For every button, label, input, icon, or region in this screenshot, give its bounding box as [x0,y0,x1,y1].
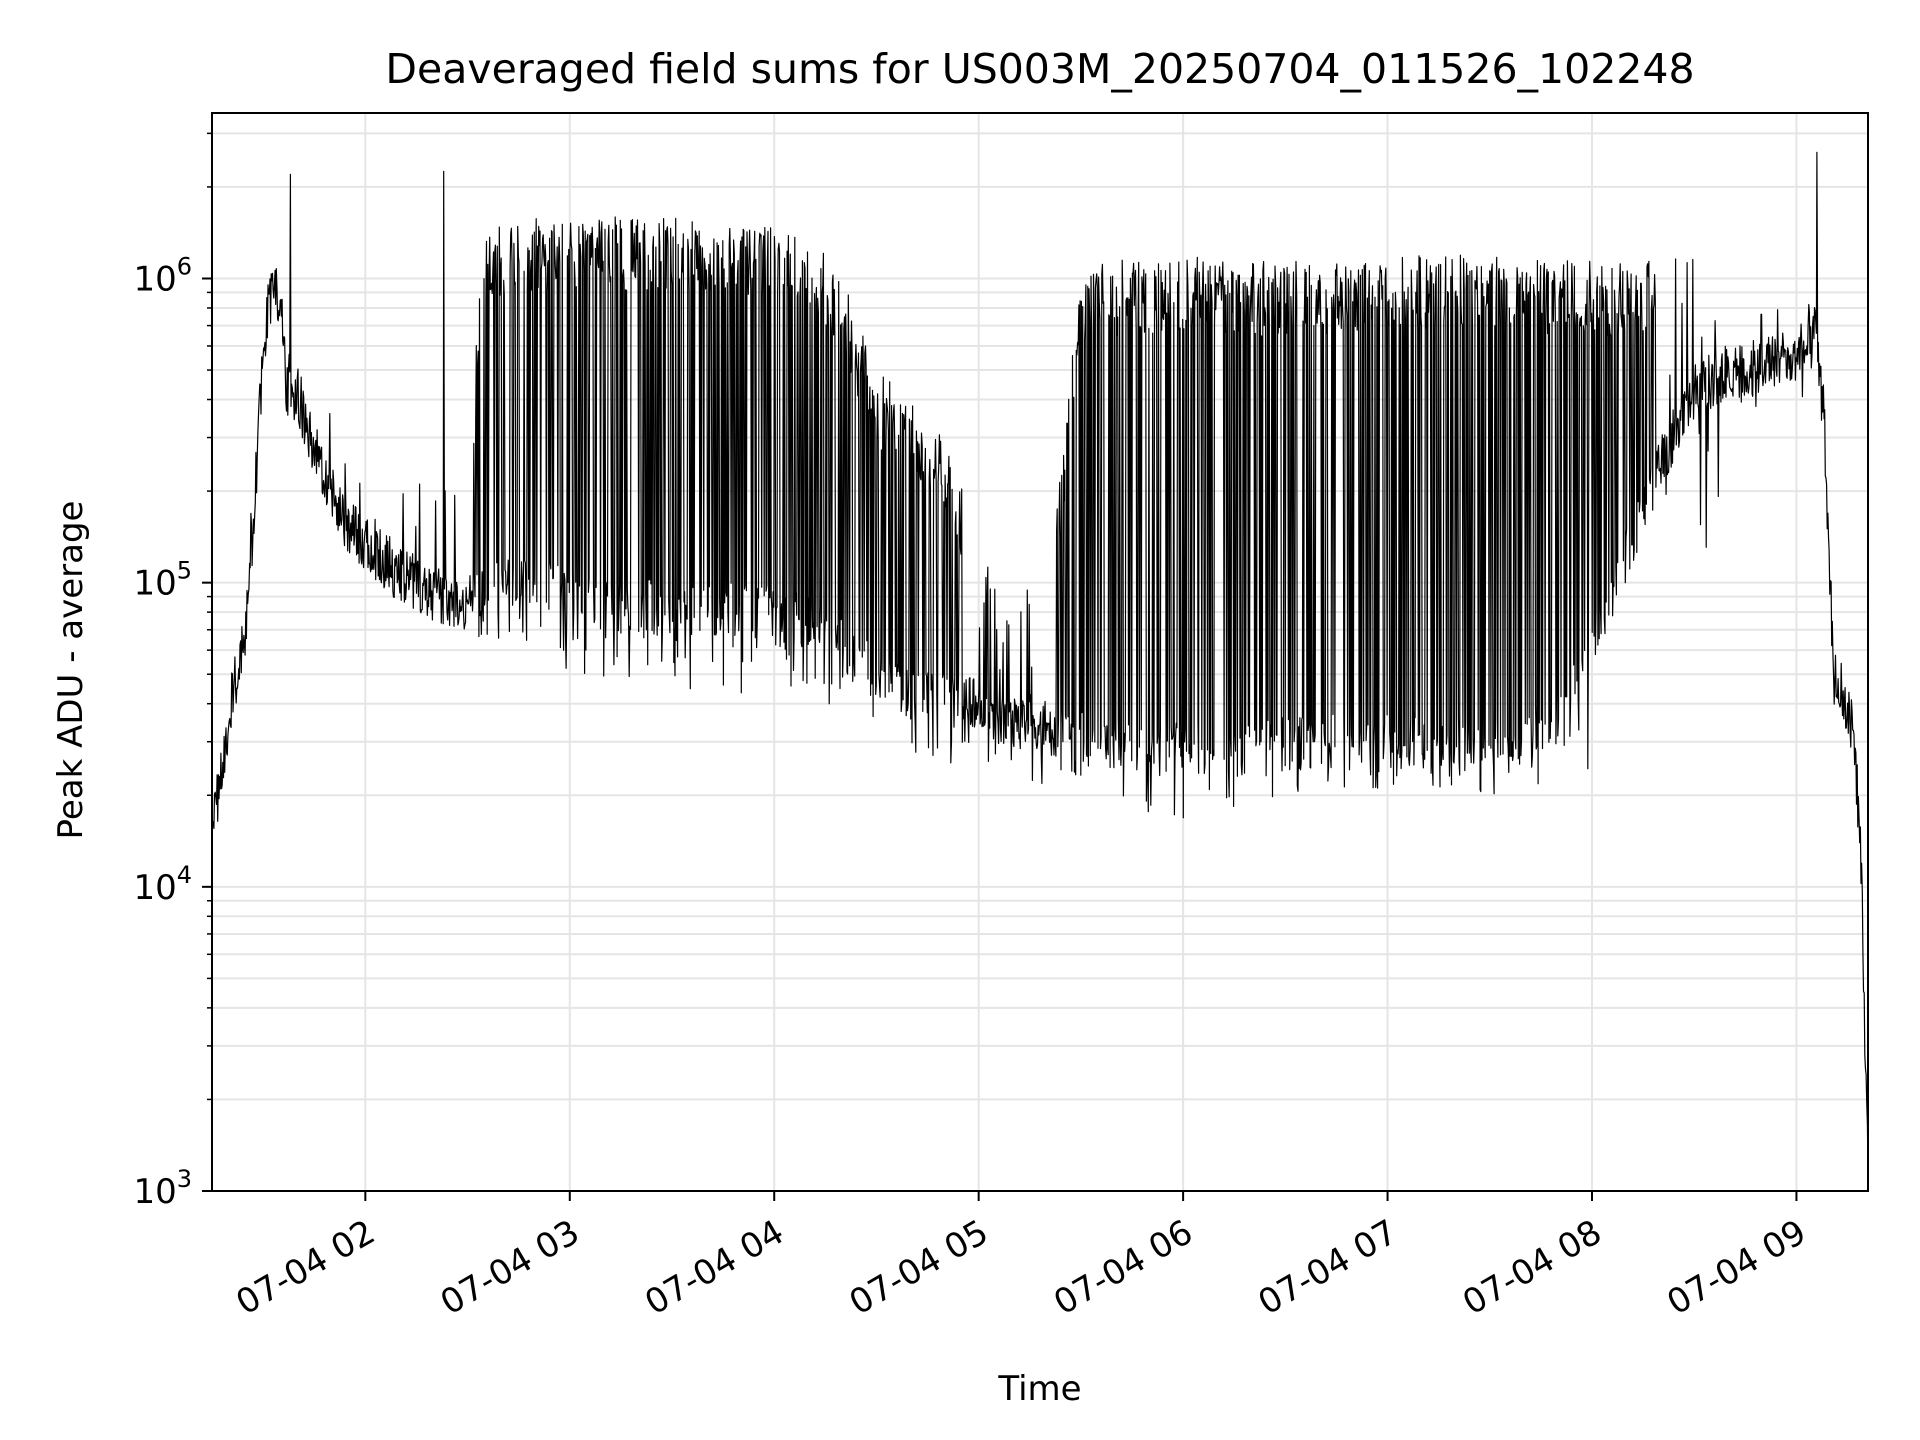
y-axis-label: Peak ADU - average [51,501,91,840]
y-tick-label: 105 [133,557,192,604]
x-axis-label: Time [997,1369,1081,1409]
series-line [211,151,1869,1175]
y-tick-label: 106 [133,252,192,299]
plot-frame [211,112,1869,1192]
plot-area [211,151,1869,1175]
y-axis-ticks: 103 104 105 106 [133,132,212,1212]
y-tick-label: 104 [133,861,192,908]
y-tick-label: 103 [133,1165,192,1212]
chart-title: Deaveraged field sums for US003M_2025070… [385,45,1694,93]
